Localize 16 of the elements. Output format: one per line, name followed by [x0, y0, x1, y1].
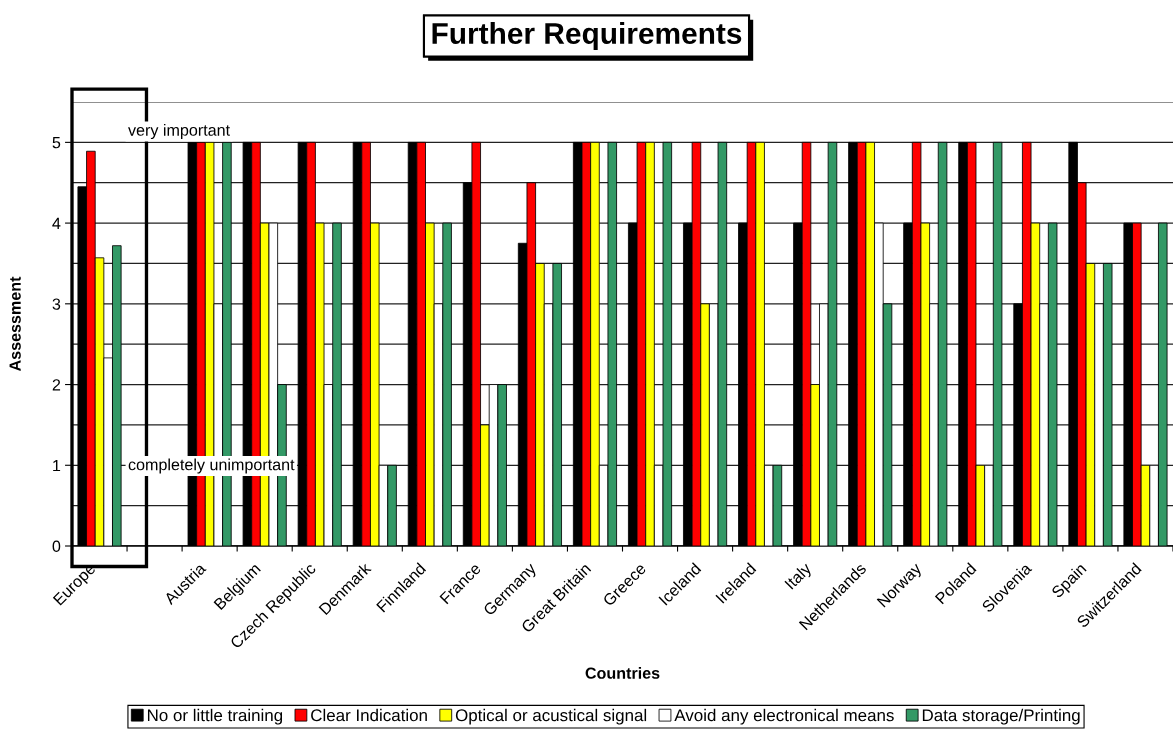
- x-axis-title: Countries: [585, 667, 660, 679]
- legend-label: Clear Indication: [311, 708, 427, 722]
- y-tick-label: 2: [52, 379, 61, 391]
- y-tick-label: 4: [52, 217, 61, 229]
- legend-label: No or little training: [147, 708, 283, 725]
- annotation: completely unimportant: [128, 458, 295, 474]
- legend-label: Optical or acustical signal: [455, 708, 647, 725]
- y-tick-label: 0: [52, 540, 61, 552]
- legend-label: Avoid any electronical means: [674, 708, 894, 725]
- y-axis-title: Assessment: [9, 276, 21, 372]
- legend-label: Data storage/Printing: [922, 708, 1080, 725]
- y-tick-label: 5: [52, 137, 61, 149]
- y-tick-label: 3: [52, 298, 61, 310]
- chart-title: Further Requirements: [432, 22, 742, 50]
- y-tick-label: 1: [53, 460, 61, 472]
- annotation: very important: [128, 123, 230, 139]
